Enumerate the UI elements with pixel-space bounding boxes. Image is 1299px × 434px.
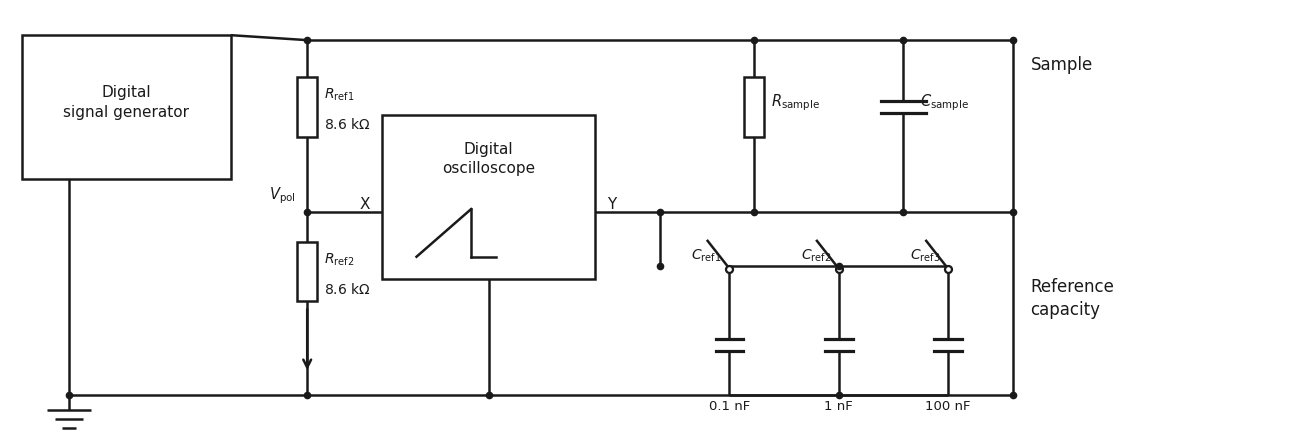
Bar [744,77,764,137]
Text: Digital
oscilloscope: Digital oscilloscope [442,141,535,176]
Text: $C_\mathrm{ref3}$: $C_\mathrm{ref3}$ [909,247,940,264]
Text: $R_\mathrm{sample}$: $R_\mathrm{sample}$ [772,92,820,113]
Text: Y: Y [607,197,617,212]
Text: $C_\mathrm{ref1}$: $C_\mathrm{ref1}$ [691,247,721,264]
Text: $R_\mathrm{ref2}$: $R_\mathrm{ref2}$ [323,252,355,268]
Text: $C_\mathrm{ref2}$: $C_\mathrm{ref2}$ [800,247,831,264]
Text: 1 nF: 1 nF [825,400,853,413]
Text: 8.6 k$\Omega$: 8.6 k$\Omega$ [323,117,370,132]
Bar [382,115,595,279]
Text: $C_\mathrm{sample}$: $C_\mathrm{sample}$ [920,92,969,113]
Text: X: X [360,197,370,212]
Text: $V_\mathrm{pol}$: $V_\mathrm{pol}$ [269,185,295,206]
Text: Digital
signal generator: Digital signal generator [64,85,190,120]
Text: $R_\mathrm{ref1}$: $R_\mathrm{ref1}$ [323,87,355,103]
Text: Reference
capacity: Reference capacity [1030,278,1115,319]
Text: 0.1 nF: 0.1 nF [709,400,750,413]
Text: Sample: Sample [1030,56,1092,74]
Text: 100 nF: 100 nF [925,400,970,413]
Bar [22,35,231,179]
Text: 8.6 k$\Omega$: 8.6 k$\Omega$ [323,282,370,297]
Bar [297,242,317,302]
Bar [297,77,317,137]
